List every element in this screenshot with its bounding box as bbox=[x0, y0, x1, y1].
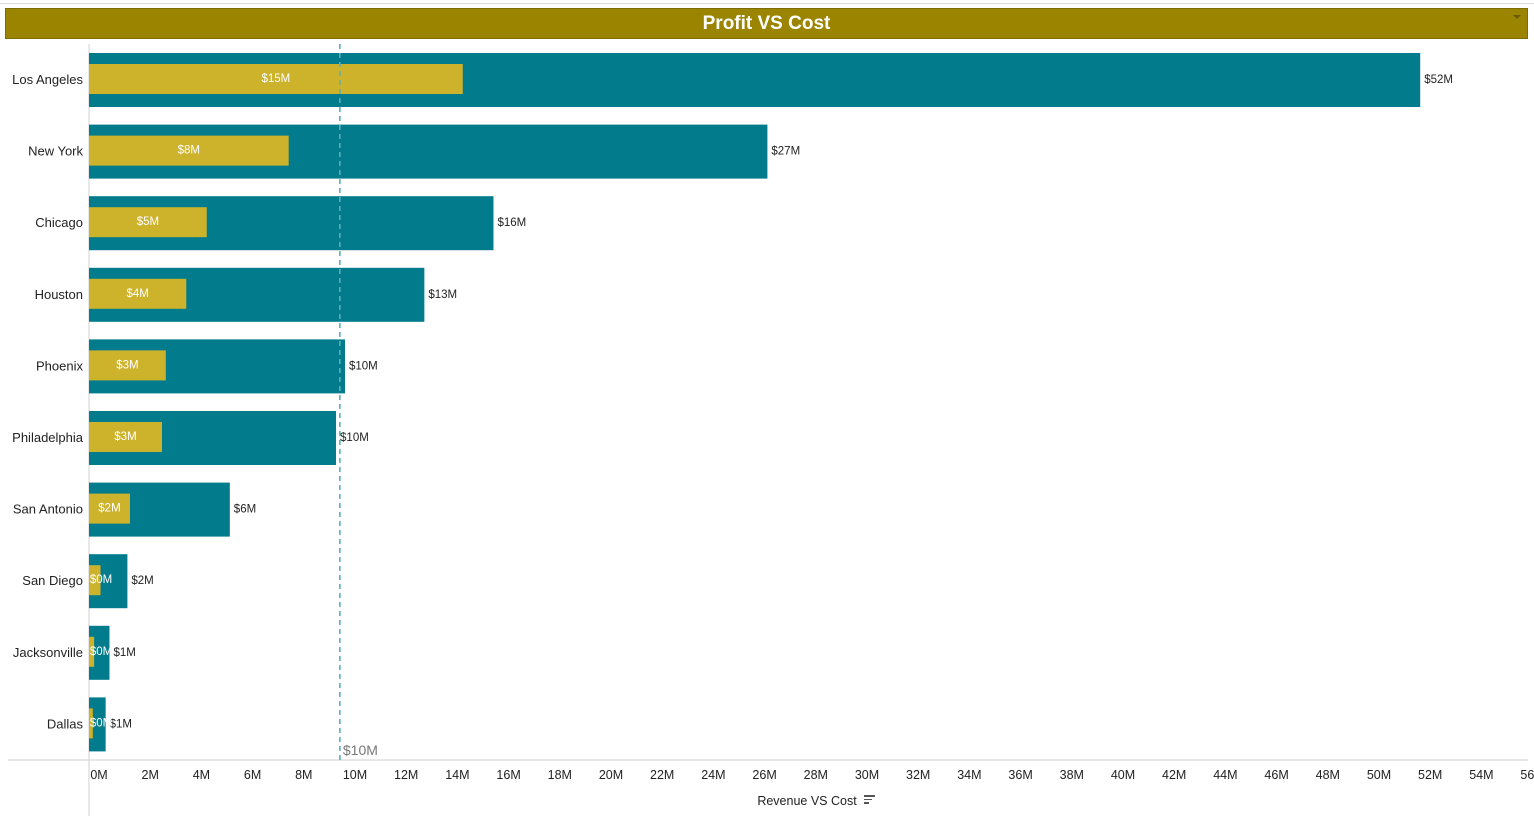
bar-cost-label: $0M bbox=[90, 646, 112, 658]
bar-revenue-label: $10M bbox=[349, 360, 378, 372]
bar-cost bbox=[89, 207, 207, 238]
x-tick-label: 4M bbox=[193, 768, 210, 782]
category-label: Houston bbox=[35, 287, 83, 302]
category-label: Philadelphia bbox=[12, 430, 84, 445]
bar-cost-label: $8M bbox=[178, 145, 200, 157]
bar-revenue-label: $27M bbox=[771, 146, 800, 158]
bar-cost bbox=[89, 135, 289, 166]
x-tick-label: 14M bbox=[445, 768, 469, 782]
category-label: San Antonio bbox=[13, 502, 83, 517]
x-tick-label: 54M bbox=[1469, 768, 1493, 782]
bar-cost-label: $2M bbox=[98, 503, 120, 515]
category-label: Jacksonville bbox=[13, 645, 83, 660]
x-tick-label: 52M bbox=[1418, 768, 1442, 782]
x-tick-label: 34M bbox=[957, 768, 981, 782]
x-tick-label: 56M bbox=[1520, 768, 1534, 782]
chart-title: Profit VS Cost bbox=[702, 12, 831, 34]
bar-cost bbox=[89, 422, 162, 452]
bar-revenue-label: $1M bbox=[113, 647, 135, 659]
bar-cost-label: $5M bbox=[137, 216, 159, 228]
sort-descending-icon[interactable] bbox=[864, 795, 875, 806]
bar-cost bbox=[89, 350, 166, 381]
x-tick-label: 6M bbox=[244, 768, 261, 782]
bar-cost bbox=[89, 64, 463, 94]
bar-cost-label: $4M bbox=[126, 288, 148, 300]
category-label: Chicago bbox=[35, 215, 83, 230]
bar-revenue bbox=[89, 697, 106, 752]
x-tick-label: 48M bbox=[1316, 768, 1340, 782]
category-label: Los Angeles bbox=[12, 72, 83, 87]
top-border bbox=[0, 3, 1534, 4]
bar-cost bbox=[89, 636, 95, 667]
bar-cost-label: $0M bbox=[90, 574, 112, 586]
bar-revenue-label: $1M bbox=[110, 718, 132, 730]
chart-title-bar: Profit VS Cost bbox=[5, 8, 1528, 39]
bar-cost-label: $15M bbox=[261, 73, 290, 85]
x-axis-title: Revenue VS Cost bbox=[757, 794, 857, 808]
bar-revenue-label: $13M bbox=[428, 289, 457, 301]
x-tick-label: 0M bbox=[90, 768, 107, 782]
x-tick-label: 32M bbox=[906, 768, 930, 782]
x-tick-label: 2M bbox=[142, 768, 159, 782]
bar-revenue-label: $16M bbox=[497, 217, 526, 229]
bar-revenue-label: $6M bbox=[234, 504, 256, 516]
bar-cost bbox=[89, 493, 130, 524]
x-tick-label: 18M bbox=[548, 768, 572, 782]
bar-cost bbox=[89, 278, 187, 309]
x-tick-label: 46M bbox=[1264, 768, 1288, 782]
x-tick-label: 22M bbox=[650, 768, 674, 782]
bar-cost-label: $3M bbox=[114, 431, 136, 443]
bar-revenue-label: $2M bbox=[131, 575, 153, 587]
bar-revenue-label: $52M bbox=[1424, 74, 1453, 86]
x-tick-label: 50M bbox=[1367, 768, 1391, 782]
x-tick-label: 40M bbox=[1111, 768, 1135, 782]
category-label: Phoenix bbox=[36, 358, 83, 373]
category-label: Dallas bbox=[47, 716, 84, 731]
x-tick-label: 20M bbox=[599, 768, 623, 782]
bar-cost bbox=[89, 708, 93, 739]
x-tick-label: 42M bbox=[1162, 768, 1186, 782]
x-tick-label: 30M bbox=[855, 768, 879, 782]
x-tick-label: 44M bbox=[1213, 768, 1237, 782]
chevron-down-icon[interactable] bbox=[1513, 15, 1521, 19]
x-tick-label: 12M bbox=[394, 768, 418, 782]
bar-cost-label: $0M bbox=[90, 717, 112, 729]
x-tick-label: 8M bbox=[295, 768, 312, 782]
x-tick-label: 36M bbox=[1008, 768, 1032, 782]
category-label: New York bbox=[28, 144, 83, 159]
x-tick-label: 16M bbox=[496, 768, 520, 782]
x-tick-label: 28M bbox=[804, 768, 828, 782]
x-tick-label: 10M bbox=[343, 768, 367, 782]
bar-revenue-label: $10M bbox=[340, 432, 369, 444]
category-label: San Diego bbox=[22, 573, 83, 588]
reference-line-label: $10M bbox=[343, 742, 378, 758]
x-tick-label: 26M bbox=[752, 768, 776, 782]
bar-cost bbox=[89, 565, 101, 596]
x-tick-label: 24M bbox=[701, 768, 725, 782]
bar-cost-label: $3M bbox=[116, 359, 138, 371]
x-tick-label: 38M bbox=[1060, 768, 1084, 782]
